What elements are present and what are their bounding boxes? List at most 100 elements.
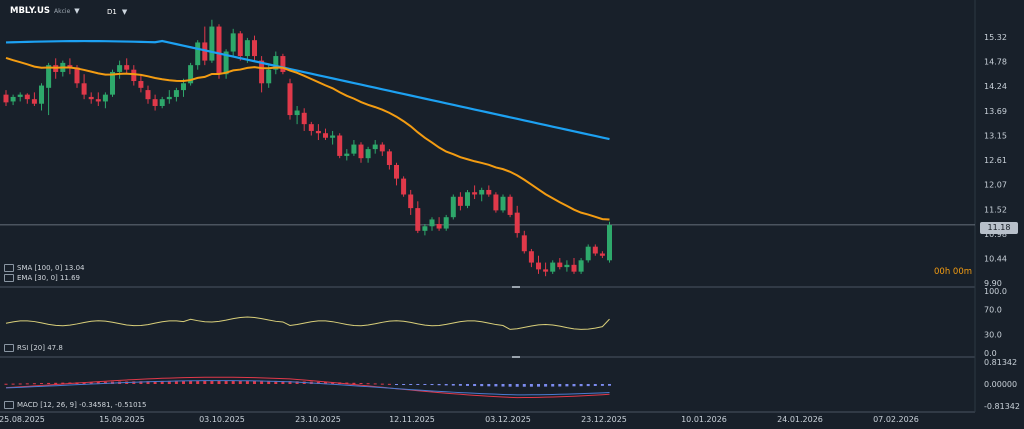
macd-histogram-bar	[32, 383, 36, 385]
macd-histogram-bar	[537, 384, 540, 387]
price-tick-label: 11.52	[984, 205, 1007, 214]
macd-histogram-bar	[267, 380, 271, 384]
candle-body	[607, 224, 612, 261]
price-tick-label: 14.78	[984, 58, 1007, 67]
indicator-settings-icon[interactable]	[4, 344, 14, 352]
candle-body	[323, 133, 328, 138]
time-tick-label: 25.08.2025	[0, 415, 45, 424]
candle-body	[344, 153, 350, 156]
candle-body	[457, 196, 463, 206]
candle-body	[294, 110, 300, 116]
macd-histogram-bar	[182, 380, 185, 384]
candle-body	[17, 94, 23, 97]
candle-body	[145, 90, 151, 100]
candle-body	[10, 96, 16, 102]
candle-body	[287, 83, 293, 116]
indicator-settings-icon[interactable]	[4, 401, 14, 409]
candle-timer: 00h 00m	[934, 267, 973, 277]
macd-histogram-bar	[437, 384, 441, 386]
price-tick-label: 13.69	[984, 107, 1007, 116]
macd-histogram-bar	[224, 380, 228, 384]
sma-label: SMA [100, 0] 13.04	[17, 264, 85, 272]
candle-body	[88, 96, 94, 100]
macd-histogram-bar	[238, 380, 242, 384]
macd-legend[interactable]: MACD [12, 26, 9] -0.34581, -0.51015	[4, 401, 146, 409]
indicator-settings-icon[interactable]	[4, 264, 14, 272]
macd-histogram-bar	[274, 380, 278, 384]
candle-body	[252, 40, 257, 57]
candle-body	[266, 69, 272, 84]
macd-label: MACD [12, 26, 9] -0.34581, -0.51015	[17, 401, 147, 409]
candle-body	[181, 83, 186, 91]
macd-histogram-bar	[501, 384, 505, 387]
candle-body	[202, 42, 208, 61]
macd-tick-label: 0.00000	[984, 380, 1017, 389]
macd-histogram-bar	[11, 383, 15, 385]
macd-histogram-bar	[515, 384, 519, 387]
macd-histogram-bar	[345, 382, 349, 384]
candle-body	[379, 144, 385, 152]
candle-body	[585, 246, 591, 261]
candle-body	[216, 26, 222, 75]
time-tick-label: 07.02.2026	[873, 415, 919, 424]
macd-histogram-bar	[217, 380, 221, 384]
macd-histogram-bar	[600, 384, 604, 386]
candle-body	[46, 65, 52, 88]
candle-body	[39, 85, 44, 104]
macd-histogram-bar	[494, 384, 498, 387]
candle-body	[358, 144, 364, 159]
candle-body	[599, 253, 605, 256]
macd-histogram-bar	[487, 384, 491, 387]
candle-body	[564, 264, 570, 268]
symbol-dropdown-icon[interactable]: ▼	[74, 7, 80, 15]
candle-body	[372, 144, 378, 150]
candle-body	[543, 269, 549, 272]
candle-body	[81, 83, 87, 95]
candle-body	[514, 212, 520, 234]
rsi-legend[interactable]: RSI [20] 47.8	[4, 344, 63, 352]
candle-body	[351, 144, 357, 154]
candle-body	[571, 264, 577, 272]
candle-body	[31, 99, 37, 104]
macd-histogram-bar	[458, 384, 462, 386]
macd-histogram-bar	[96, 381, 100, 384]
macd-histogram-bar	[245, 380, 249, 384]
rsi-line	[5, 316, 610, 330]
candle-body	[159, 99, 165, 106]
candle-body	[24, 94, 30, 100]
macd-histogram-bar	[586, 384, 590, 387]
candle-body	[408, 194, 414, 209]
macd-histogram-bar	[522, 384, 526, 387]
time-tick-label: 15.09.2025	[99, 415, 145, 424]
indicator-settings-icon[interactable]	[4, 274, 14, 282]
timeframe-selector[interactable]: D1 ▼	[107, 8, 127, 16]
macd-histogram-bar	[288, 381, 292, 384]
rsi-label: RSI [20] 47.8	[17, 344, 63, 352]
candle-body	[330, 135, 336, 138]
candle-body	[365, 149, 371, 159]
price-tick-label: 14.24	[984, 82, 1007, 91]
candle-body	[401, 178, 407, 195]
time-tick-label: 03.12.2025	[485, 415, 531, 424]
candle-body	[528, 251, 534, 263]
macd-histogram-bar	[54, 382, 58, 384]
macd-line	[5, 376, 610, 399]
macd-histogram-bar	[565, 384, 569, 387]
timeframe-dropdown-icon[interactable]: ▼	[121, 8, 128, 16]
candle-body	[422, 226, 428, 231]
macd-histogram-bar	[529, 384, 533, 387]
sma-legend[interactable]: SMA [100, 0] 13.04	[4, 264, 85, 272]
candle-body	[195, 42, 201, 66]
ema-legend[interactable]: EMA [30, 0] 11.69	[4, 274, 80, 282]
candle-body	[308, 124, 314, 131]
ema-label: EMA [30, 0] 11.69	[17, 274, 81, 282]
symbol-header[interactable]: MBLY.US Akcie ▼	[10, 6, 80, 16]
macd-histogram-bar	[402, 384, 406, 385]
macd-histogram-bar	[508, 384, 512, 387]
macd-histogram-bar	[146, 381, 150, 384]
candle-body	[152, 99, 158, 106]
macd-histogram-bar	[82, 382, 86, 384]
macd-histogram-bar	[40, 383, 43, 385]
macd-histogram-bar	[480, 384, 484, 387]
